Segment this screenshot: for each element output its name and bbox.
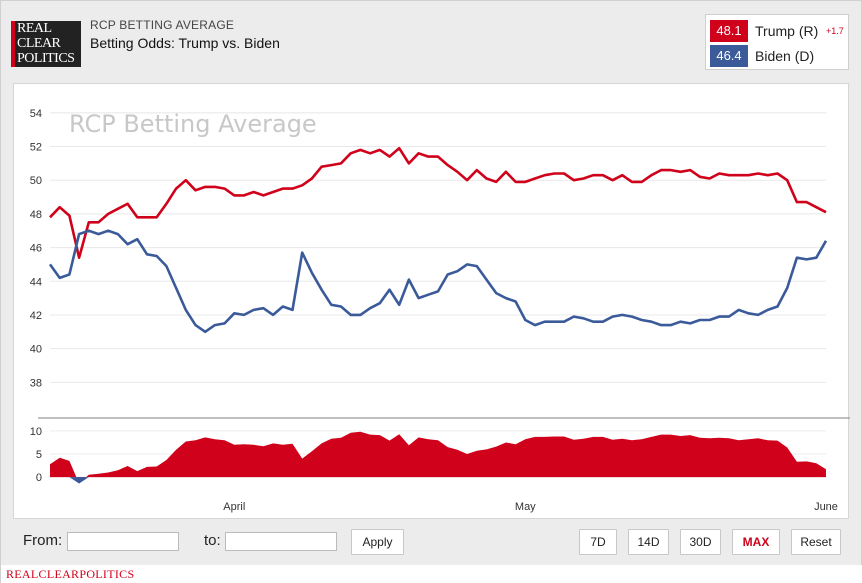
y-tick-label-42: 42 [30,310,42,322]
legend-change-trump: +1.7 [826,26,844,36]
y-tick-label-38: 38 [30,377,42,389]
date-range-controls: From: to: Apply 7D 14D 30D MAX Reset [1,521,862,565]
spread-negative-area [69,477,89,484]
y-tick-label-54: 54 [30,108,42,120]
plot-area: RCP Betting Average 38 40 42 44 46 48 50 52 54 0 5… [13,83,850,520]
legend-item-trump[interactable]: 48.1 Trump (R) +1.7 [710,20,846,42]
spread-y-tick-label-0: 0 [36,472,42,484]
apply-button[interactable]: Apply [351,529,404,555]
y-tick-label-46: 46 [30,243,42,255]
chart-header: REAL CLEAR POLITICS RCP BETTING AVERAGE … [1,1,862,81]
from-label: From: [23,532,63,549]
spread-area [50,431,826,484]
to-label: to: [204,532,221,549]
legend-value-biden: 46.4 [710,45,748,67]
footer: REALCLEARPOLITICS [1,565,862,583]
series-line-biden [48,229,828,334]
y-tick-label-50: 50 [30,175,42,187]
logo-line-1: REAL [17,21,52,36]
footer-brand: REALCLEARPOLITICS [6,567,135,581]
chart-title: Betting Odds: Trump vs. Biden [90,35,280,51]
legend-item-biden[interactable]: 46.4 Biden (D) [710,45,846,67]
x-tick-label-april: April [223,501,245,513]
chart-kicker: RCP BETTING AVERAGE [90,18,235,32]
legend: 48.1 Trump (R) +1.7 46.4 Biden (D) [705,14,849,70]
chart-watermark-title: RCP Betting Average [69,110,317,138]
from-date-input[interactable] [67,532,179,551]
y-tick-label-48: 48 [30,209,42,221]
spread-y-tick-label-10: 10 [30,426,42,438]
range-7d-button[interactable]: 7D [579,529,617,555]
x-tick-label-june: June [814,501,838,513]
to-date-input[interactable] [225,532,337,551]
reset-button[interactable]: Reset [791,529,841,555]
range-30d-button[interactable]: 30D [680,529,721,555]
spread-y-tick-label-5: 5 [36,449,42,461]
y-tick-label-44: 44 [30,276,42,288]
logo-line-3: POLITICS [17,51,75,66]
legend-value-trump: 48.1 [710,20,748,42]
series-line-trump [49,146,827,259]
rcp-logo[interactable]: REAL CLEAR POLITICS [11,21,81,67]
range-max-button[interactable]: MAX [732,529,780,555]
legend-name-biden: Biden (D) [755,48,815,64]
legend-name-trump: Trump (R) [755,23,819,39]
y-tick-label-52: 52 [30,142,42,154]
logo-line-2: CLEAR [17,36,61,51]
chart-svg[interactable]: RCP Betting Average 38 40 42 44 46 48 50 52 54 0 5… [14,84,850,520]
x-tick-label-may: May [515,501,536,513]
range-14d-button[interactable]: 14D [628,529,669,555]
y-tick-label-40: 40 [30,344,42,356]
